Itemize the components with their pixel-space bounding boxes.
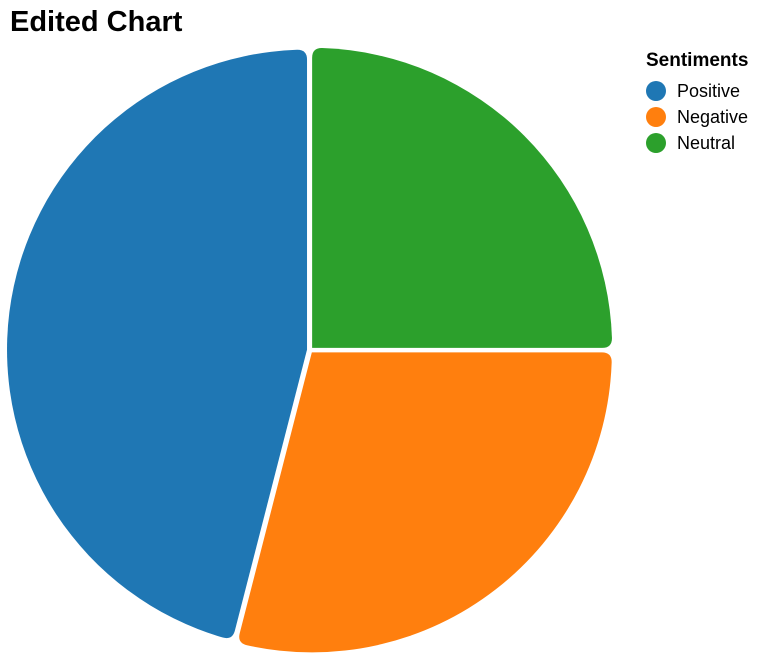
legend-swatch [646,133,666,153]
legend: Sentiments Positive Negative Neutral [646,50,748,156]
chart-title: Edited Chart [10,6,183,38]
pie-slices [7,48,612,653]
legend-swatch [646,107,666,127]
pie-slice-positive [7,49,308,639]
pie-slice-negative [239,352,612,653]
legend-swatch [646,81,666,101]
legend-label: Positive [677,80,741,101]
legend-item-neutral: Neutral [646,130,748,156]
pie-slice-neutral [312,48,612,348]
legend-items: Positive Negative Neutral [646,78,748,156]
legend-title: Sentiments [646,50,749,71]
legend-label: Negative [677,106,749,127]
legend-label: Neutral [677,132,736,153]
legend-item-negative: Negative [646,104,748,130]
legend-item-positive: Positive [646,78,748,104]
